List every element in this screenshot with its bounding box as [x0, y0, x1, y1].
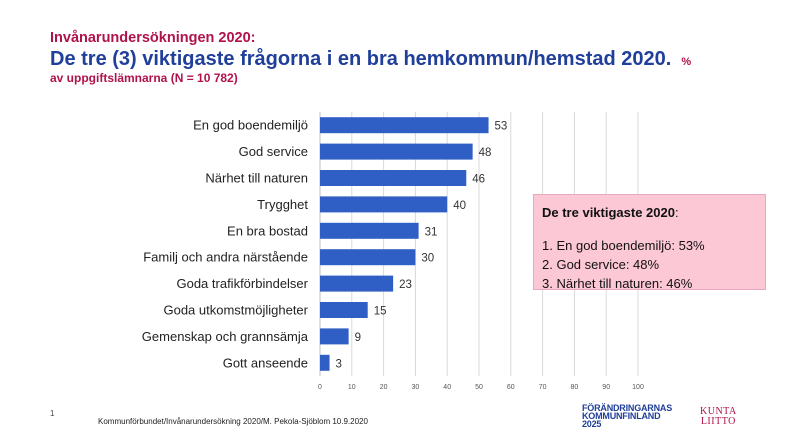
callout-heading-colon: : — [674, 205, 679, 220]
data-label: 30 — [421, 253, 434, 265]
bar — [320, 249, 416, 266]
x-tick-label: 40 — [443, 384, 451, 391]
data-label: 46 — [472, 174, 485, 186]
logo-line: KUNTA — [700, 406, 737, 417]
bar — [320, 143, 473, 160]
bar — [320, 117, 489, 134]
x-tick-label: 30 — [412, 384, 420, 391]
x-tick-label: 100 — [632, 384, 644, 391]
data-label: 9 — [355, 332, 361, 344]
x-tick-label: 20 — [380, 384, 388, 391]
category-label: En god boendemiljö — [193, 118, 308, 133]
bar — [320, 196, 448, 213]
data-label: 15 — [374, 306, 387, 318]
logo-line: KOMMUNFINLAND — [582, 411, 661, 421]
data-label: 48 — [479, 147, 492, 159]
callout-heading: De tre viktigaste 2020: — [542, 203, 757, 222]
logo-line: FÖRÄNDRINGARNAS — [582, 403, 672, 413]
unit-label: % — [681, 56, 692, 68]
x-tick-label: 60 — [507, 384, 515, 391]
category-label: En bra bostad — [227, 223, 308, 238]
forandringarnas-logo: FÖRÄNDRINGARNAS KOMMUNFINLAND 2025 — [582, 403, 672, 429]
chart-subtitle: av uppgiftslämnarna (N = 10 782) — [50, 71, 238, 85]
bar — [320, 354, 330, 371]
x-tick-label: 90 — [602, 384, 610, 391]
data-label: 31 — [425, 226, 438, 238]
bar — [320, 222, 419, 239]
category-label: Familj och andra närstående — [143, 250, 308, 265]
category-label: Goda trafikförbindelser — [176, 276, 308, 291]
data-label: 40 — [453, 200, 466, 212]
bar — [320, 170, 467, 186]
category-label: God service — [239, 144, 308, 159]
callout-item: 3. Närhet till naturen: 46% — [542, 276, 693, 291]
logo-line: LIITTO — [700, 416, 736, 427]
page-number: 1 — [50, 409, 55, 418]
category-label: Goda utkomstmöjligheter — [163, 303, 308, 318]
chart-kicker: Invånarundersökningen 2020: — [50, 30, 256, 46]
category-label: Gott anseende — [223, 355, 308, 370]
bar — [320, 275, 394, 292]
bar — [320, 328, 349, 345]
kuntaliitto-logo: KUNTA LIITTO — [700, 407, 737, 427]
category-label: Närhet till naturen — [205, 171, 308, 186]
data-label: 23 — [399, 279, 412, 291]
chart-title: De tre (3) viktigaste frågorna i en bra … — [50, 48, 691, 71]
callout-item: 2. God service: 48% — [542, 257, 660, 272]
data-label: 3 — [336, 358, 342, 370]
category-label: Trygghet — [257, 197, 308, 212]
bar — [320, 302, 368, 318]
x-tick-label: 0 — [318, 384, 322, 391]
callout-heading-text: De tre viktigaste 2020 — [542, 205, 675, 220]
x-tick-label: 80 — [571, 384, 579, 391]
x-tick-label: 10 — [348, 384, 356, 391]
source-note: Kommunförbundet/Invånarundersökning 2020… — [98, 417, 368, 426]
category-label: Gemenskap och grannsämja — [142, 329, 309, 344]
x-tick-label: 50 — [475, 384, 483, 391]
data-label: 53 — [495, 121, 508, 133]
logo-line: 2025 — [582, 419, 602, 429]
summary-callout: De tre viktigaste 2020: 1. En god boende… — [533, 194, 766, 291]
chart-title-text: De tre (3) viktigaste frågorna i en bra … — [50, 48, 672, 70]
callout-item: 1. En god boendemiljö: 53% — [542, 238, 705, 253]
x-tick-label: 70 — [539, 384, 547, 391]
